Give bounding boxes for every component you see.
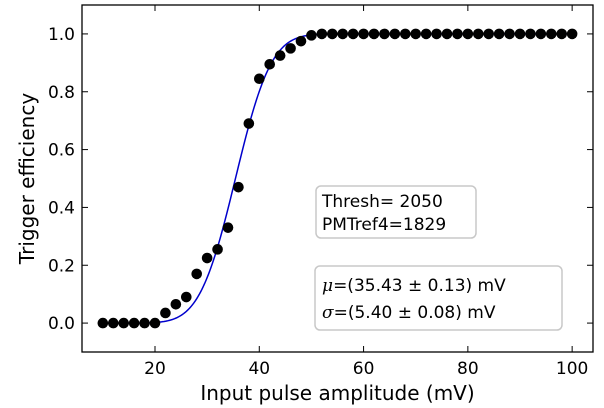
x-tick-label: 60 [353,359,375,379]
data-point [410,28,422,40]
data-point [452,28,463,40]
data-point [504,28,515,40]
y-tick-label: 0.6 [48,141,75,161]
data-point [441,28,453,40]
data-point [483,28,495,40]
data-point [97,317,109,329]
ticks-layer: 20 40 60 80 100 0.0 0.2 0.4 0.6 0.8 1.0 [48,5,593,379]
data-point [566,28,578,40]
data-point [535,28,547,40]
threshold-annotation-box: Thresh= 2050 PMTref4=1829 [315,185,477,239]
data-point [118,317,130,329]
data-point [358,28,369,40]
data-point [128,317,140,329]
data-point [274,50,286,61]
sigma-value: =(5.40 ± 0.08) mV [334,303,496,323]
data-point [107,317,119,329]
mu-line: μ=(35.43 ± 0.13) mV [322,276,506,296]
x-tick-label: 20 [144,359,166,379]
mu-symbol: μ [322,276,333,296]
data-point [389,28,401,40]
x-tick-label: 40 [248,359,270,379]
data-point [431,28,442,40]
data-point [149,317,161,329]
sigma-symbol: σ [322,303,334,323]
data-point [514,28,526,40]
data-point [545,28,557,40]
fit-box-frame [314,265,563,331]
plot-frame [81,4,594,353]
data-point [264,58,276,70]
data-point [191,268,203,280]
x-tick-label: 100 [556,359,588,379]
data-point [243,118,255,129]
threshold-line: Thresh= 2050 [321,192,443,212]
y-tick-label: 0.0 [48,314,75,334]
data-point [347,28,359,40]
data-point [326,28,338,40]
data-point [420,28,432,40]
data-point [368,28,380,40]
data-point [472,28,484,40]
data-point [285,43,296,54]
data-point [337,28,349,40]
y-tick-label: 1.0 [48,25,75,45]
data-point [306,30,317,41]
data-point [253,73,265,85]
data-point [222,222,234,233]
y-tick-label: 0.8 [48,83,75,103]
data-point [295,35,307,47]
sigma-line: σ=(5.40 ± 0.08) mV [322,303,496,323]
y-tick-label: 0.4 [48,198,75,218]
y-tick-label: 0.2 [48,256,75,276]
data-point [556,28,568,40]
data-point [139,317,150,329]
data-point [493,28,505,40]
y-axis-label: Trigger efficiency [15,93,39,266]
data-point [233,181,244,193]
data-point [212,244,223,255]
data-point [379,28,390,40]
data-point [201,252,213,264]
data-points-layer [97,28,578,329]
x-axis-label: Input pulse amplitude (mV) [200,381,474,405]
data-point [462,28,474,40]
pmtref-line: PMTref4=1829 [322,215,446,235]
data-point [399,28,411,40]
data-point [316,28,328,40]
fit-parameters-box: μ=(35.43 ± 0.13) mV σ=(5.40 ± 0.08) mV [314,265,563,331]
mu-value: =(35.43 ± 0.13) mV [333,276,506,296]
data-point [180,291,192,303]
threshold-box-frame [315,185,477,239]
data-point [160,307,171,319]
x-tick-label: 80 [457,359,479,379]
data-point [170,298,182,310]
data-point [525,28,536,40]
